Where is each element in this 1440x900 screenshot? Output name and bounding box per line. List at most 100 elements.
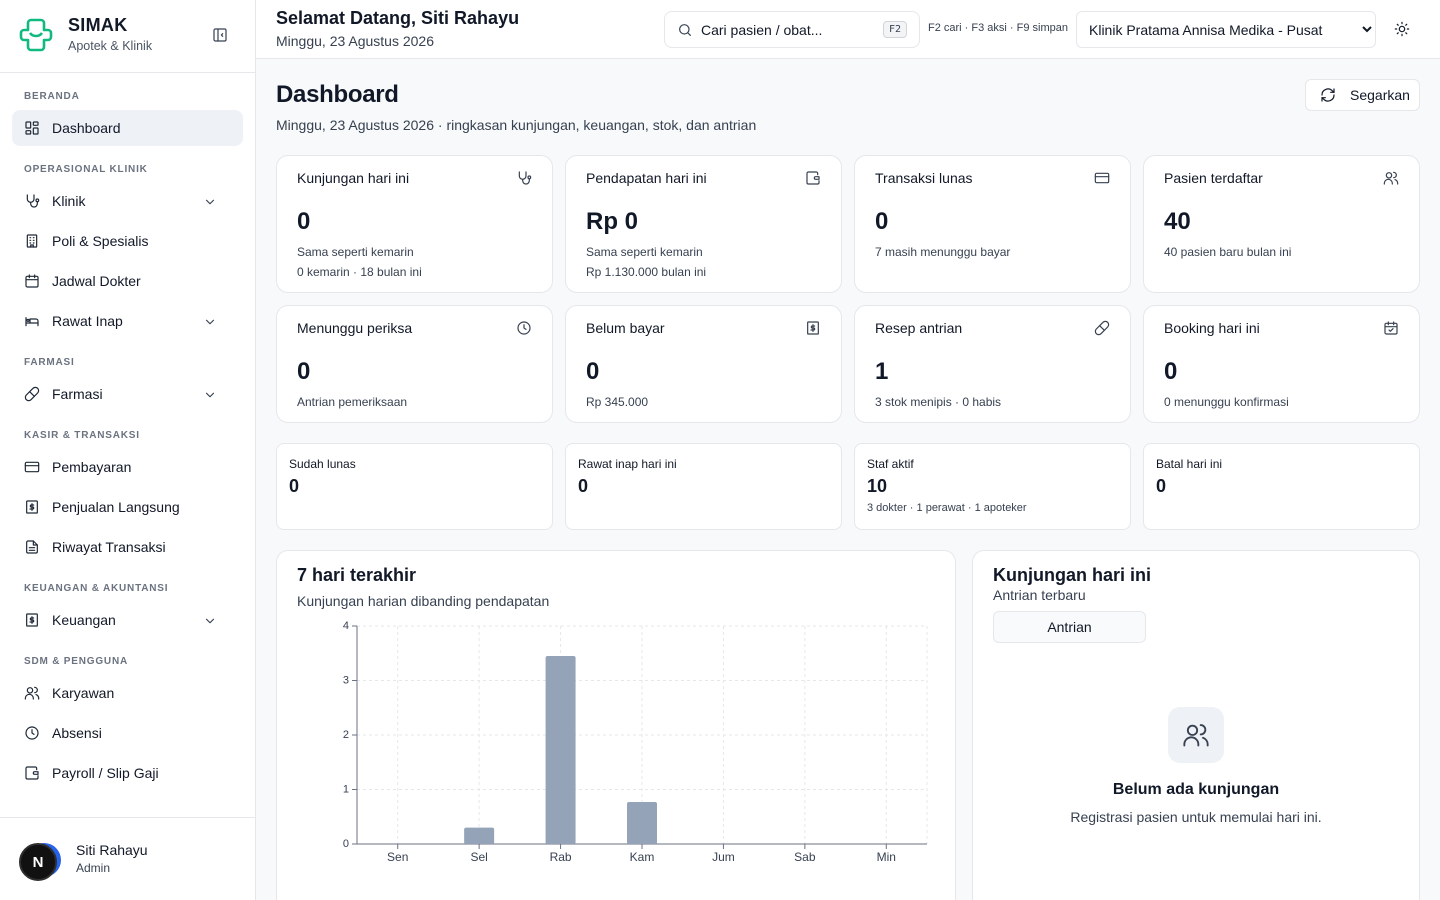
mini-stat-value: 10 (867, 476, 888, 496)
refresh-icon (1320, 87, 1336, 103)
chevron-down-icon[interactable] (203, 195, 219, 211)
stat-card-pasien-terdaftar: Pasien terdaftar 40 40 pasien baru bulan i… (1143, 155, 1420, 293)
x-tick-label: Jum (712, 850, 735, 864)
nav-section-title: FARMASI (24, 357, 75, 368)
stat-card-kunjungan-hari-ini: Kunjungan hari ini 0 Sama seperti kemarin 0… (276, 155, 553, 293)
brand-subtitle: Apotek & Klinik (68, 39, 153, 53)
sun-icon[interactable] (1394, 21, 1410, 37)
visits-card: Kunjungan hari ini Antrian terbaru Antri… (972, 550, 1420, 900)
search-shortcut-badge: F2 (882, 21, 907, 38)
brand-title: SIMAK (68, 15, 128, 35)
stat-note-secondary: Rp 1.130.000 bulan ini (586, 265, 707, 279)
sidebar-item-absensi[interactable]: Absensi (12, 715, 243, 751)
chart-subtitle: Kunjungan harian dibanding pendapatan (297, 593, 550, 609)
sidebar-item-karyawan[interactable]: Karyawan (12, 675, 243, 711)
stat-note: Sama seperti kemarin (297, 245, 414, 259)
sidebar-item-dashboard[interactable]: Dashboard (12, 110, 243, 146)
search-icon (677, 22, 693, 38)
sidebar-item-pembayaran[interactable]: Pembayaran (12, 449, 243, 485)
sidebar-item-label: Penjualan Langsung (52, 499, 180, 515)
tab-antrian[interactable]: Antrian (993, 611, 1146, 643)
credit-card-icon (24, 459, 40, 475)
search-box[interactable]: F2 (664, 11, 920, 48)
clock-icon (516, 320, 532, 336)
sidebar-item-label: Dashboard (52, 120, 121, 136)
refresh-button[interactable]: Segarkan (1305, 79, 1420, 111)
mini-stat-value: 0 (289, 476, 300, 496)
avatar[interactable]: N (19, 843, 57, 881)
nav-section-title: OPERASIONAL KLINIK (24, 164, 148, 175)
chart-bar-sel[interactable] (464, 827, 495, 844)
sidebar-item-keuangan[interactable]: Keuangan (12, 602, 243, 638)
bar-chart: 0 1 2 3 4 Sen Sel Rab Kam Jum Sab Min (343, 620, 928, 864)
credit-card-icon (1094, 170, 1110, 186)
stat-value: 0 (297, 358, 311, 385)
sidebar-collapse-icon[interactable] (212, 27, 228, 43)
sidebar-item-label: Keuangan (52, 612, 116, 628)
mini-stat-label: Rawat inap hari ini (578, 457, 677, 471)
clinic-select[interactable]: Klinik Pratama Annisa Medika - Pusat (1076, 11, 1376, 48)
mini-stat-staf-aktif: Staf aktif 10 3 dokter · 1 perawat · 1 apo… (854, 443, 1131, 530)
stat-note: 40 pasien baru bulan ini (1164, 245, 1292, 259)
stat-note: Sama seperti kemarin (586, 245, 703, 259)
bed-icon (24, 313, 40, 329)
medical-cross-logo-icon (18, 17, 54, 53)
search-input[interactable] (701, 21, 871, 38)
stat-value: 1 (875, 358, 889, 385)
stat-value: 0 (1164, 358, 1178, 385)
building-icon (24, 233, 40, 249)
mini-stat-label: Staf aktif (867, 457, 914, 471)
sidebar-item-poli-spesialis[interactable]: Poli & Spesialis (12, 223, 243, 259)
stat-note-secondary: 0 kemarin · 18 bulan ini (297, 265, 422, 279)
sidebar-item-label: Klinik (52, 193, 86, 209)
stat-card-belum-bayar: Belum bayar 0 Rp 345.000 (565, 305, 842, 423)
sidebar-item-label: Farmasi (52, 386, 103, 402)
stat-value: Rp 0 (586, 208, 639, 235)
sidebar-item-rawat-inap[interactable]: Rawat Inap (12, 303, 243, 339)
sidebar-item-farmasi[interactable]: Farmasi (12, 376, 243, 412)
empty-state-subtitle: Registrasi pasien untuk memulai hari ini… (1070, 809, 1322, 825)
visits-subtitle: Antrian terbaru (993, 587, 1086, 603)
stat-label: Menunggu periksa (297, 320, 413, 336)
stat-note: Rp 345.000 (586, 395, 649, 409)
sidebar-item-label: Rawat Inap (52, 313, 123, 329)
stat-label: Booking hari ini (1164, 320, 1260, 336)
y-tick-label: 2 (343, 729, 349, 741)
sidebar-item-payroll-slip-gaji[interactable]: Payroll / Slip Gaji (12, 755, 243, 791)
y-tick-label: 3 (343, 675, 349, 687)
stethoscope-icon (24, 193, 40, 209)
stat-note: 0 menunggu konfirmasi (1164, 395, 1289, 409)
sidebar-item-jadwal-dokter[interactable]: Jadwal Dokter (12, 263, 243, 299)
brand-header: SIMAK Apotek & Klinik (0, 0, 255, 73)
user-profile[interactable]: N Siti Rahayu Admin (0, 817, 255, 900)
stat-note: Antrian pemeriksaan (297, 395, 408, 409)
calendar-check-icon (1383, 320, 1399, 336)
receipt-icon (805, 320, 821, 336)
sidebar-item-label: Poli & Spesialis (52, 233, 149, 249)
sidebar-item-klinik[interactable]: Klinik (12, 183, 243, 219)
stat-value: 0 (586, 358, 600, 385)
stat-label: Belum bayar (586, 320, 665, 336)
chevron-down-icon[interactable] (203, 388, 219, 404)
user-role: Admin (76, 861, 111, 875)
sidebar-item-riwayat-transaksi[interactable]: Riwayat Transaksi (12, 529, 243, 565)
refresh-label: Segarkan (1350, 87, 1410, 103)
mini-stat-rawat-inap-hari-ini: Rawat inap hari ini 0 (565, 443, 842, 530)
mini-stat-sudah-lunas: Sudah lunas 0 (276, 443, 553, 530)
sidebar-item-label: Absensi (52, 725, 102, 741)
sidebar: SIMAK Apotek & Klinik BERANDA Dashboard OP… (0, 0, 256, 900)
stat-note: 3 stok menipis · 0 habis (875, 395, 1002, 409)
file-text-icon (24, 539, 40, 555)
keyboard-shortcuts-hint: F2 cari · F3 aksi · F9 simpan (928, 22, 1068, 34)
chevron-down-icon[interactable] (203, 315, 219, 331)
stat-value: 0 (875, 208, 889, 235)
y-tick-label: 1 (343, 784, 349, 796)
nav-section-title: SDM & PENGGUNA (24, 656, 128, 667)
nav-section-title: KEUANGAN & AKUNTANSI (24, 583, 169, 594)
chart-bar-kam[interactable] (627, 802, 657, 844)
chart-bar-rab[interactable] (545, 655, 576, 844)
sidebar-item-label: Payroll / Slip Gaji (52, 765, 159, 781)
x-tick-label: Min (877, 850, 896, 864)
chevron-down-icon[interactable] (203, 614, 219, 630)
sidebar-item-penjualan-langsung[interactable]: Penjualan Langsung (12, 489, 243, 525)
